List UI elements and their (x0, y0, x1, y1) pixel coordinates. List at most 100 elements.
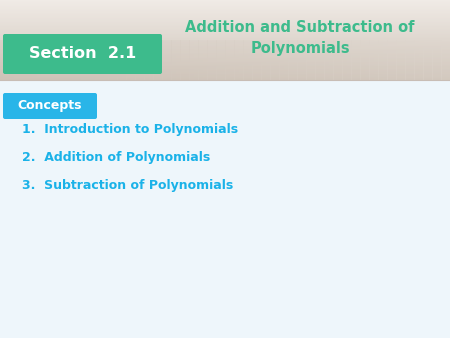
Bar (0, 3, 450, 4)
Bar (202, 40, 207, 80)
Bar (198, 40, 203, 80)
Bar (0, 78, 450, 79)
Bar (108, 40, 113, 80)
Bar (238, 40, 243, 80)
Bar (0, 72, 450, 73)
Bar (288, 40, 293, 80)
Bar (0, 7, 450, 8)
Bar (0, 56, 450, 57)
Bar (40, 40, 45, 80)
Bar (0, 26, 450, 27)
Bar (0, 16, 450, 17)
Bar (0, 2, 450, 3)
Bar (144, 40, 149, 80)
Bar (122, 40, 126, 80)
Bar (153, 40, 158, 80)
Bar (302, 40, 306, 80)
Bar (0, 11, 450, 13)
Bar (225, 40, 230, 80)
Bar (0, 31, 450, 33)
Text: Addition and Subtraction of: Addition and Subtraction of (185, 21, 415, 35)
Bar (414, 40, 419, 80)
Bar (432, 40, 437, 80)
Bar (0, 38, 450, 39)
Bar (0, 62, 450, 63)
Bar (0, 51, 450, 53)
Bar (0, 27, 450, 28)
Bar (0, 67, 450, 68)
Bar (32, 40, 36, 80)
Text: 3.  Subtraction of Polynomials: 3. Subtraction of Polynomials (22, 179, 233, 193)
Bar (104, 40, 108, 80)
Bar (0, 57, 450, 58)
FancyBboxPatch shape (3, 34, 162, 74)
Bar (0, 70, 450, 71)
Bar (0, 50, 450, 51)
Bar (184, 40, 189, 80)
Bar (0, 33, 450, 34)
Bar (0, 27, 450, 29)
Bar (0, 58, 450, 59)
Bar (0, 41, 450, 42)
Bar (180, 40, 185, 80)
Bar (0, 21, 450, 22)
Text: 2.  Addition of Polynomials: 2. Addition of Polynomials (22, 151, 210, 165)
Bar (441, 40, 446, 80)
Bar (58, 40, 63, 80)
Bar (0, 15, 450, 16)
Bar (216, 40, 221, 80)
Bar (369, 40, 374, 80)
Bar (248, 40, 252, 80)
Bar (324, 40, 329, 80)
Bar (162, 40, 167, 80)
Bar (0, 5, 450, 6)
Bar (0, 44, 450, 46)
Bar (382, 40, 387, 80)
Bar (14, 40, 18, 80)
Bar (0, 36, 450, 38)
Bar (112, 40, 117, 80)
Bar (436, 40, 441, 80)
Bar (0, 28, 450, 30)
Bar (230, 40, 234, 80)
Bar (0, 48, 450, 50)
Bar (140, 40, 144, 80)
Bar (0, 13, 450, 15)
Bar (22, 40, 27, 80)
Bar (9, 40, 14, 80)
Bar (0, 61, 450, 63)
Bar (338, 40, 342, 80)
Bar (0, 64, 450, 65)
Bar (387, 40, 392, 80)
Bar (356, 40, 360, 80)
Bar (266, 40, 270, 80)
Bar (428, 40, 432, 80)
Bar (0, 46, 450, 47)
Bar (270, 40, 275, 80)
Bar (396, 40, 401, 80)
Bar (50, 40, 54, 80)
Bar (212, 40, 216, 80)
Bar (0, 37, 450, 39)
Bar (346, 40, 351, 80)
Bar (310, 40, 315, 80)
Bar (0, 30, 450, 31)
Bar (418, 40, 423, 80)
Bar (45, 40, 50, 80)
Bar (63, 40, 68, 80)
Text: Concepts: Concepts (18, 99, 82, 113)
Text: 1.  Introduction to Polynomials: 1. Introduction to Polynomials (22, 123, 238, 137)
Bar (0, 77, 450, 78)
Bar (342, 40, 347, 80)
Bar (189, 40, 194, 80)
Bar (333, 40, 338, 80)
Bar (360, 40, 365, 80)
Bar (158, 40, 162, 80)
Bar (99, 40, 104, 80)
Bar (0, 12, 450, 14)
Bar (320, 40, 324, 80)
Bar (194, 40, 198, 80)
Bar (27, 40, 32, 80)
Bar (0, 68, 450, 70)
Bar (405, 40, 410, 80)
